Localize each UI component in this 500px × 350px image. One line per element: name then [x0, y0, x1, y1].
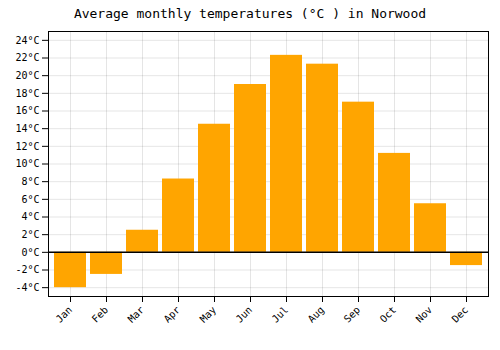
svg-text:8°C: 8°C [21, 176, 39, 187]
svg-text:Jul: Jul [270, 304, 291, 325]
svg-text:16°C: 16°C [15, 105, 39, 116]
svg-text:Jun: Jun [234, 304, 255, 325]
svg-text:14°C: 14°C [15, 123, 39, 134]
svg-text:-2°C: -2°C [15, 264, 39, 275]
svg-text:Jan: Jan [54, 304, 75, 325]
svg-text:Sep: Sep [342, 304, 363, 325]
svg-text:6°C: 6°C [21, 194, 39, 205]
svg-text:May: May [198, 304, 219, 325]
svg-text:Feb: Feb [90, 304, 111, 325]
svg-text:Apr: Apr [162, 304, 183, 325]
svg-text:0°C: 0°C [21, 247, 39, 258]
svg-text:Oct: Oct [378, 304, 399, 325]
svg-text:18°C: 18°C [15, 88, 39, 99]
svg-text:-4°C: -4°C [15, 282, 39, 293]
svg-text:Dec: Dec [450, 304, 471, 325]
svg-text:10°C: 10°C [15, 158, 39, 169]
svg-text:Nov: Nov [414, 304, 435, 325]
svg-text:Aug: Aug [306, 304, 327, 325]
svg-text:22°C: 22°C [15, 52, 39, 63]
svg-text:12°C: 12°C [15, 141, 39, 152]
svg-text:2°C: 2°C [21, 229, 39, 240]
svg-text:24°C: 24°C [15, 35, 39, 46]
svg-text:20°C: 20°C [15, 70, 39, 81]
svg-text:Mar: Mar [126, 304, 147, 325]
html-text:Average monthly temperatures (: Average monthly temperatures (°C ) in No… [73, 6, 427, 21]
svg-text:4°C: 4°C [21, 211, 39, 222]
